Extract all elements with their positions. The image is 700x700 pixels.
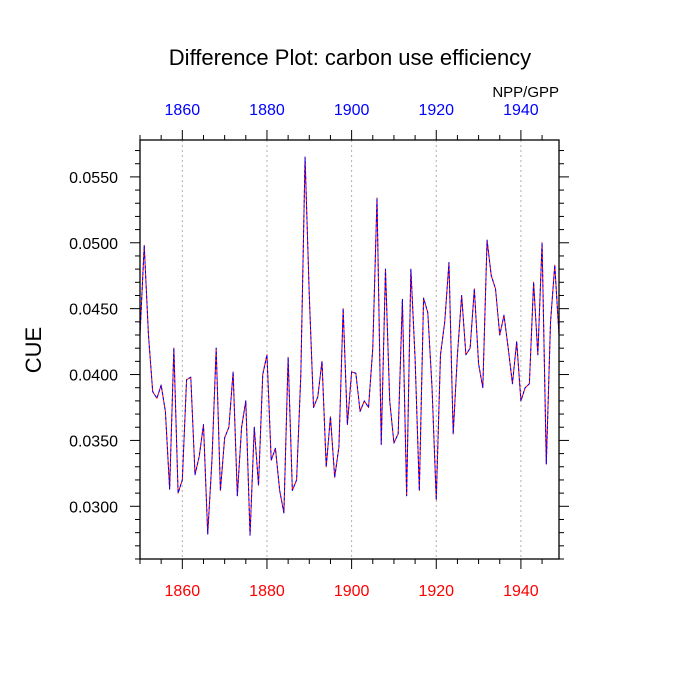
series-line-2 bbox=[139, 156, 560, 536]
y-tick-label: 0.0300 bbox=[69, 499, 118, 516]
x-tick-label-bottom: 1940 bbox=[503, 583, 539, 600]
x-tick-label-bottom: 1920 bbox=[418, 583, 454, 600]
label-layer: 1860 1860 1880 1880 1900 1900 1920 1920 1940 1940… bbox=[69, 102, 539, 600]
y-tick-label: 0.0450 bbox=[69, 302, 118, 319]
chart-title: Difference Plot: carbon use efficiency bbox=[169, 45, 531, 70]
y-tick-label: 0.0400 bbox=[69, 368, 118, 385]
y-tick-label: 0.0500 bbox=[69, 236, 118, 253]
x-tick-label-top: 1860 bbox=[165, 102, 201, 119]
x-tick-label-top: 1940 bbox=[503, 102, 539, 119]
x-tick-label-top: 1920 bbox=[418, 102, 454, 119]
y-axis-label: CUE bbox=[21, 327, 46, 373]
series-layer bbox=[139, 156, 560, 536]
grid-layer bbox=[181, 140, 522, 559]
plot-frame bbox=[139, 139, 560, 560]
x-tick-label-top: 1900 bbox=[334, 102, 370, 119]
x-tick-label-bottom: 1900 bbox=[334, 583, 370, 600]
tick-layer bbox=[130, 130, 569, 569]
y-tick-label: 0.0350 bbox=[69, 433, 118, 450]
series-line-1 bbox=[139, 156, 560, 536]
x-tick-label-bottom: 1880 bbox=[249, 583, 285, 600]
x-tick-label-bottom: 1860 bbox=[165, 583, 201, 600]
x-tick-label-top: 1880 bbox=[249, 102, 285, 119]
y-tick-label: 0.0550 bbox=[69, 170, 118, 187]
chart-subtitle: NPP/GPP bbox=[492, 84, 559, 101]
